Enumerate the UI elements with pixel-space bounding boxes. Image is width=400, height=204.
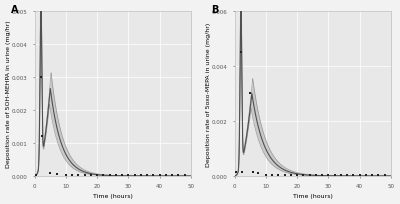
Point	[300, 174, 307, 177]
Point	[263, 173, 269, 176]
Point	[63, 173, 69, 176]
Point	[88, 173, 94, 177]
Point	[306, 174, 313, 177]
Point	[239, 170, 246, 174]
Point	[69, 173, 75, 177]
Point	[113, 173, 119, 177]
Text: A: A	[11, 5, 19, 15]
Point	[344, 174, 350, 177]
Point	[138, 173, 144, 177]
X-axis label: Time (hours): Time (hours)	[293, 194, 333, 198]
Point	[33, 174, 40, 177]
Text: B: B	[211, 5, 218, 15]
Point	[350, 174, 357, 177]
Point	[363, 174, 369, 177]
Point	[163, 173, 169, 177]
Point	[169, 173, 175, 177]
Point	[382, 174, 388, 177]
Point	[255, 172, 261, 175]
Point	[294, 174, 300, 177]
Point	[282, 174, 288, 177]
Point	[94, 173, 100, 177]
Point	[132, 173, 138, 177]
Point	[53, 173, 60, 176]
Point	[238, 51, 244, 54]
Point	[356, 174, 363, 177]
Point	[39, 135, 46, 138]
Point	[275, 174, 282, 177]
Point	[125, 173, 132, 177]
Y-axis label: Deposition rate of 5oxo-MEPA in urine (mg/hr): Deposition rate of 5oxo-MEPA in urine (m…	[206, 22, 210, 166]
Point	[338, 174, 344, 177]
Point	[156, 173, 163, 177]
Point	[182, 173, 188, 177]
Point	[269, 173, 275, 177]
Point	[38, 76, 44, 79]
Point	[82, 173, 88, 177]
Point	[369, 174, 375, 177]
Point	[106, 173, 113, 177]
Point	[332, 174, 338, 177]
Point	[75, 173, 82, 177]
Point	[288, 174, 294, 177]
Point	[47, 171, 54, 174]
Point	[233, 170, 240, 174]
Point	[119, 173, 125, 177]
Point	[144, 173, 150, 177]
Point	[250, 170, 256, 174]
Point	[150, 173, 157, 177]
Point	[313, 174, 319, 177]
Y-axis label: Deposition rate of 5OH-MEHPA in urine (mg/hr): Deposition rate of 5OH-MEHPA in urine (m…	[6, 20, 10, 167]
Point	[100, 173, 107, 177]
Point	[247, 92, 254, 96]
Point	[375, 174, 382, 177]
Point	[319, 174, 325, 177]
Point	[325, 174, 332, 177]
Point	[175, 173, 182, 177]
X-axis label: Time (hours): Time (hours)	[93, 194, 133, 198]
